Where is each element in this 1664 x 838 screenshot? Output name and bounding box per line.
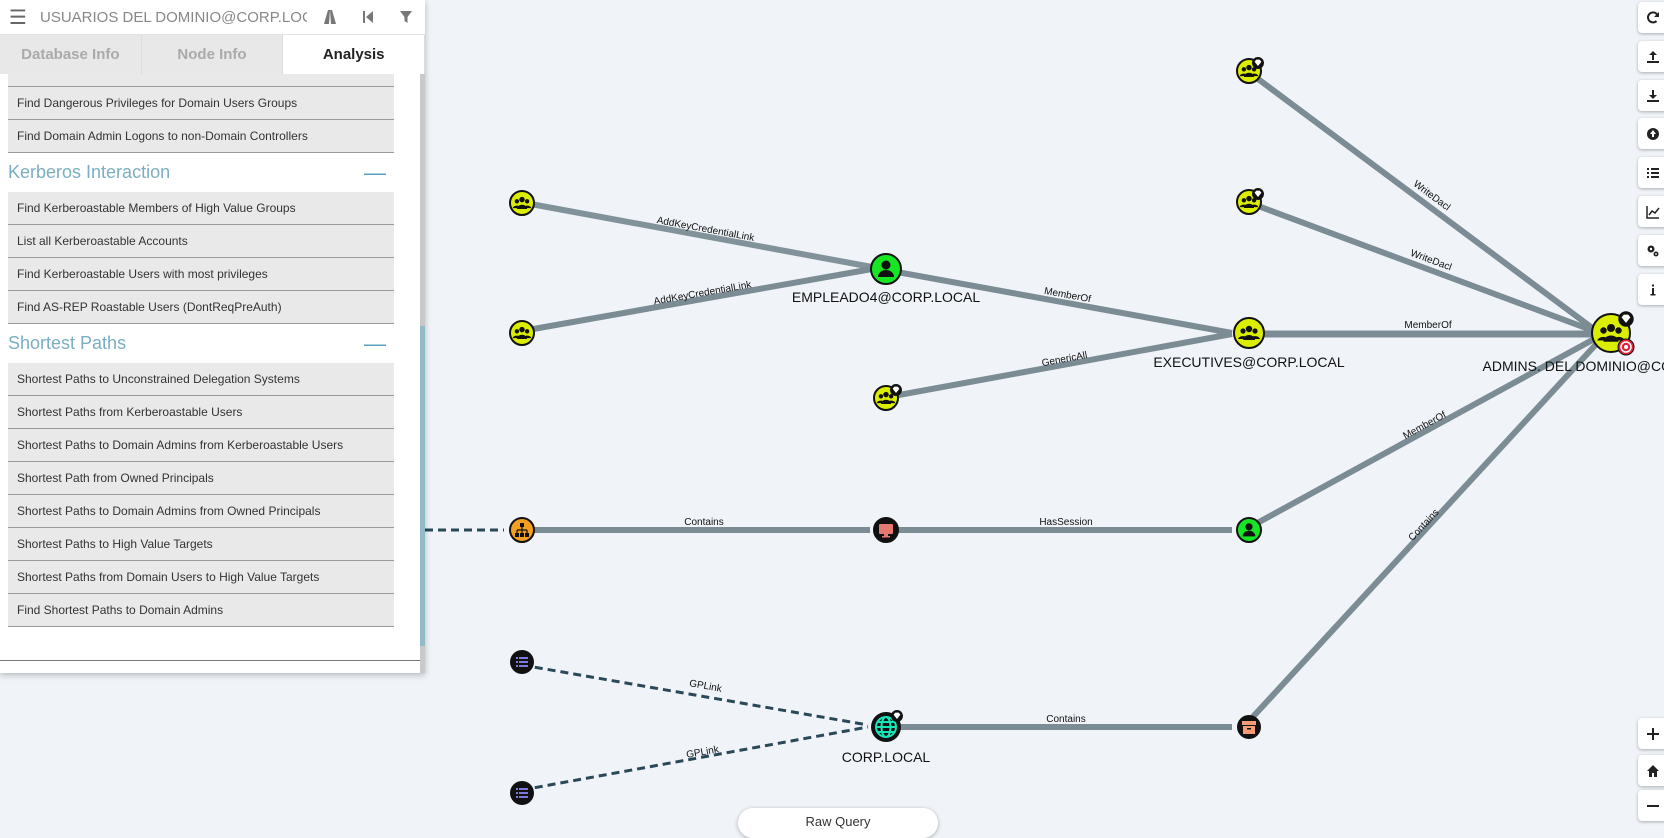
query-item[interactable]: Shortest Paths to High Value Targets [8, 528, 394, 561]
node-label: ADMINS. DEL DOMINIO@CORP.LOCAL [1483, 358, 1664, 374]
gpo-node[interactable] [510, 650, 534, 674]
node-label: CORP.LOCAL [842, 749, 931, 765]
group-node[interactable] [873, 384, 902, 411]
search-bar: ☰ [0, 0, 425, 35]
globe-icon [875, 716, 897, 738]
target-icon [1617, 338, 1635, 356]
import-icon[interactable] [1638, 80, 1664, 111]
export-icon[interactable] [1638, 41, 1664, 72]
analysis-list: Find Dangerous Privileges for Domain Use… [0, 74, 410, 660]
user-node[interactable] [1236, 517, 1262, 543]
refresh-icon[interactable] [1638, 2, 1664, 33]
graph-canvas[interactable]: AddKeyCredentialLink AddKeyCredentialLin… [0, 0, 1664, 819]
node-label: EMPLEADO4@CORP.LOCAL [792, 289, 980, 305]
search-input[interactable] [36, 2, 311, 32]
queries-icon[interactable] [1638, 157, 1664, 188]
scrollbar-thumb[interactable] [420, 326, 425, 646]
section-title: Shortest Paths [8, 333, 127, 353]
query-item[interactable]: Find Kerberoastable Members of High Valu… [8, 192, 394, 225]
query-item[interactable]: Find Domain Admin Logons to non-Domain C… [8, 120, 394, 153]
container-node[interactable] [1237, 715, 1261, 739]
domain-admins-node[interactable] [1591, 311, 1635, 356]
group-node[interactable] [1236, 57, 1264, 84]
edge-label: Contains [1407, 507, 1442, 543]
filter-icon[interactable] [387, 10, 425, 24]
executives-node[interactable] [1233, 317, 1265, 349]
info-icon[interactable] [1638, 274, 1664, 305]
settings-icon[interactable] [1638, 235, 1664, 266]
section-header-kerberos[interactable]: Kerberos Interaction — [8, 153, 394, 192]
zoom-out-icon[interactable] [1638, 790, 1664, 821]
query-item[interactable]: Shortest Paths from Kerberoastable Users [8, 396, 394, 429]
query-item[interactable]: List all Kerberoastable Accounts [8, 225, 394, 258]
raw-query-button[interactable]: Raw Query [738, 808, 938, 838]
gpo-node[interactable] [510, 781, 534, 805]
upload-icon[interactable] [1638, 118, 1664, 149]
query-item[interactable]: Shortest Paths to Unconstrained Delegati… [8, 363, 394, 396]
panel-tabs: Database Info Node Info Analysis [0, 35, 426, 74]
query-item[interactable]: Shortest Paths to Domain Admins from Own… [8, 495, 394, 528]
menu-icon[interactable]: ☰ [9, 6, 27, 29]
node-label: EXECUTIVES@CORP.LOCAL [1153, 354, 1345, 370]
tab-database-info[interactable]: Database Info [0, 35, 142, 74]
query-item[interactable]: Shortest Path from Owned Principals [8, 462, 394, 495]
collapse-icon[interactable]: — [364, 330, 386, 356]
list-icon [516, 657, 528, 667]
domain-node[interactable] [871, 710, 903, 742]
edge-label: GPLink [688, 678, 723, 695]
query-item[interactable]: Shortest Paths from Domain Users to High… [8, 561, 394, 594]
sitemap-icon [515, 523, 529, 537]
zoom-in-icon[interactable] [1638, 718, 1664, 749]
query-item[interactable]: Shortest Paths to Domain Admins from Ker… [8, 429, 394, 462]
query-item[interactable]: Find Shortest Paths to Domain Admins [8, 594, 394, 627]
computer-node[interactable] [873, 517, 899, 543]
pathfinding-icon[interactable] [311, 9, 349, 25]
box-icon [1242, 721, 1256, 734]
desktop-icon [879, 524, 893, 538]
edge-label: MemberOf [1404, 320, 1451, 331]
panel-divider [0, 660, 420, 661]
back-icon[interactable] [349, 10, 387, 24]
left-panel: ☰ Database Info Node Info Analysis Find … [0, 0, 426, 673]
edge-label: Contains [1046, 714, 1085, 725]
section-title: Kerberos Interaction [8, 162, 171, 182]
group-node[interactable] [509, 320, 535, 346]
query-item[interactable]: Find AS-REP Roastable Users (DontReqPreA… [8, 291, 394, 324]
empleado4-node[interactable] [870, 253, 902, 285]
query-item[interactable]: Find Dangerous Privileges for Domain Use… [8, 87, 394, 120]
list-icon [516, 788, 528, 798]
group-node[interactable] [509, 190, 535, 216]
section-header-shortest-paths[interactable]: Shortest Paths — [8, 324, 394, 363]
collapse-icon[interactable]: — [364, 159, 386, 185]
home-icon[interactable] [1638, 755, 1664, 786]
ou-node[interactable] [509, 517, 535, 543]
tab-analysis[interactable]: Analysis [283, 35, 426, 74]
edge-label: Contains [684, 517, 723, 528]
group-node[interactable] [1236, 188, 1264, 215]
chart-icon[interactable] [1638, 196, 1664, 227]
edge-label: HasSession [1039, 517, 1092, 528]
tab-node-info[interactable]: Node Info [141, 35, 284, 74]
query-item[interactable]: Find Kerberoastable Users with most priv… [8, 258, 394, 291]
